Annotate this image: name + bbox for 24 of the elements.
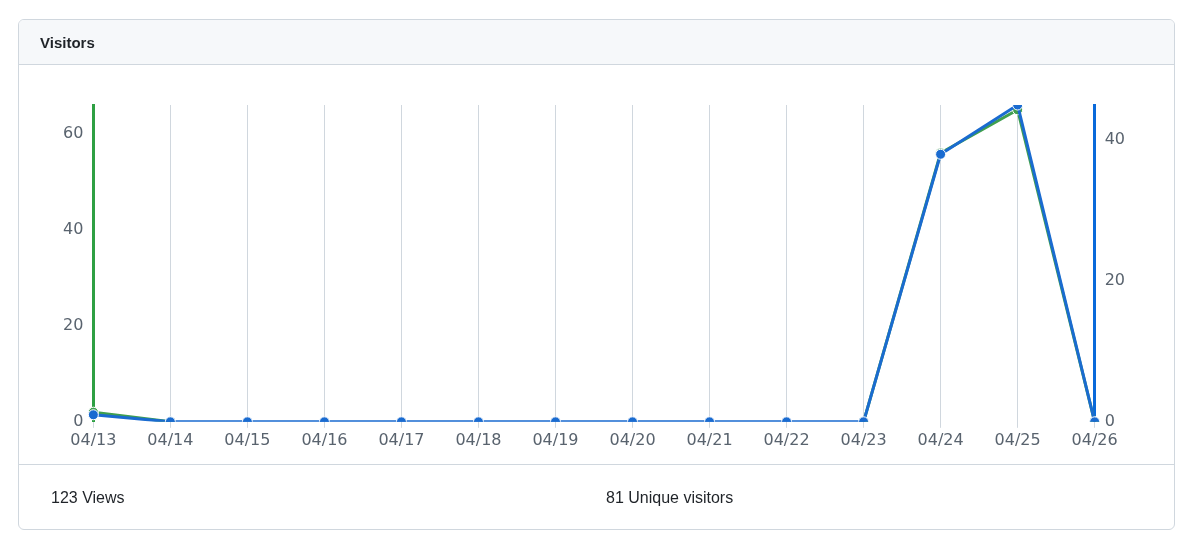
x-tick-label: 04/26 <box>1071 429 1118 449</box>
chart-title: Visitors <box>19 20 1174 65</box>
x-tick-label: 04/22 <box>763 429 810 449</box>
x-tick-label: 04/13 <box>70 429 117 449</box>
y-tick-label: 0 <box>73 410 84 430</box>
x-tick-label: 04/18 <box>455 429 502 449</box>
x-tick-label: 04/20 <box>609 429 656 449</box>
y-tick-label: 60 <box>63 122 84 142</box>
x-tick-label: 04/25 <box>994 429 1041 449</box>
text: 81 Unique visitors <box>606 489 734 507</box>
y2-tick-label: 0 <box>1104 410 1115 430</box>
y2-tick-label: 40 <box>1104 129 1125 149</box>
y-tick-label: 40 <box>63 218 84 238</box>
x-tick-label: 04/19 <box>532 429 579 449</box>
x-tick-label: 04/14 <box>147 429 194 449</box>
x-tick-label: 04/24 <box>917 429 964 449</box>
x-tick-label: 04/23 <box>840 429 887 449</box>
text: 123 Views <box>51 489 125 507</box>
x-tick-label: 04/15 <box>224 429 271 449</box>
x-tick-label: 04/21 <box>686 429 733 449</box>
x-tick-label: 04/17 <box>378 429 425 449</box>
x-tick-label: 04/16 <box>301 429 348 449</box>
y2-tick-label: 20 <box>1104 270 1125 290</box>
y-tick-label: 20 <box>63 314 84 334</box>
